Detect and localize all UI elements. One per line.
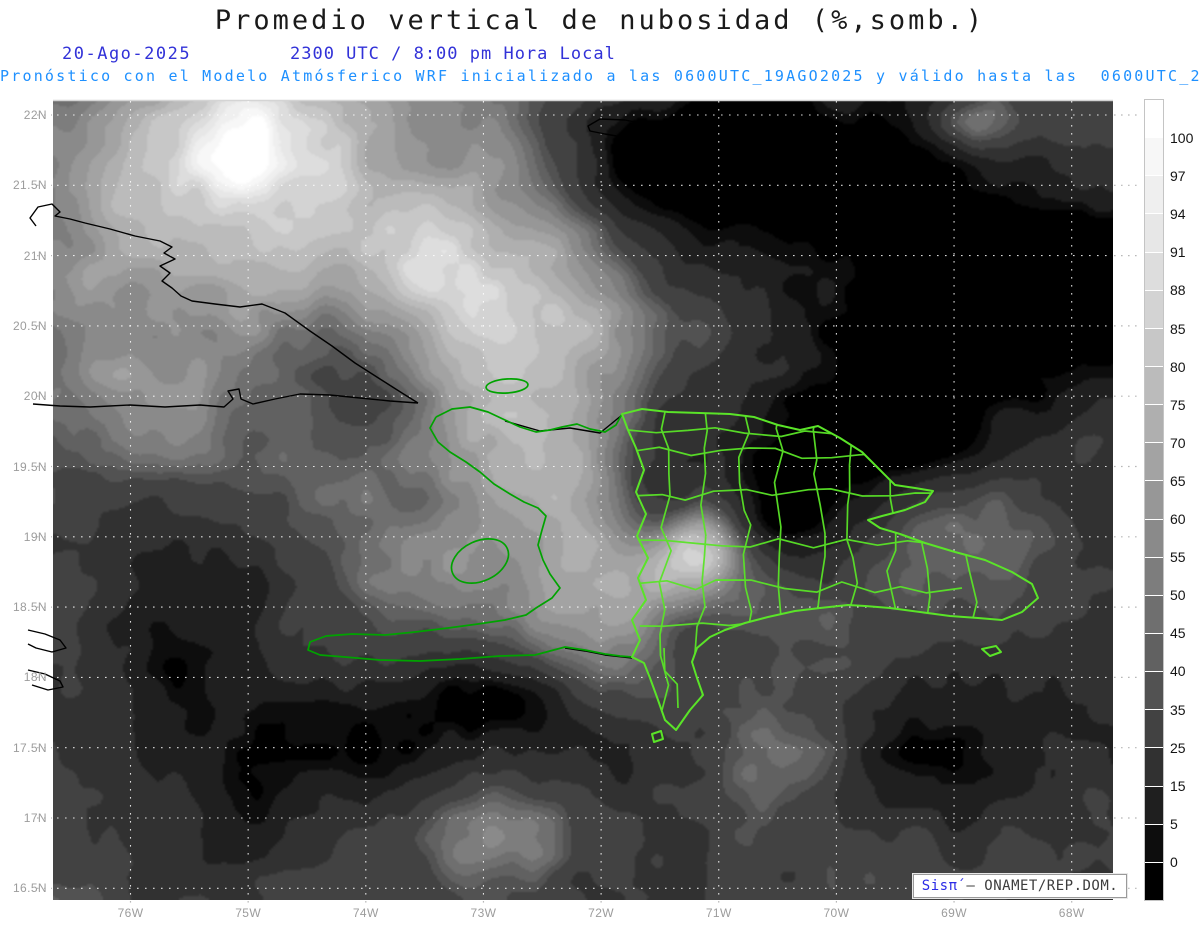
colorbar-tick-label: 45	[1170, 625, 1186, 642]
lat-tick-label: 19N	[23, 529, 47, 544]
colorbar-tick-label: 75	[1170, 396, 1186, 413]
colorbar-segment	[1145, 594, 1163, 633]
lat-tick-label: 22N	[23, 108, 47, 122]
colorbar-tick-label: 100	[1170, 130, 1194, 147]
cloud-percent-colorbar	[1144, 99, 1164, 901]
colorbar-segment	[1145, 251, 1163, 290]
lon-tick-label: 68W	[1058, 906, 1085, 920]
date-time-row: 20-Ago-2025 2300 UTC / 8:00 pm Hora Loca…	[0, 44, 1200, 66]
colorbar-segment	[1145, 175, 1163, 214]
lon-tick-label: 73W	[470, 906, 497, 920]
colorbar-tick-label: 50	[1170, 587, 1186, 604]
lat-tick-label: 19.5N	[12, 459, 47, 474]
lat-tick-label: 20.5N	[12, 318, 47, 333]
lat-tick-label: 21N	[23, 248, 47, 263]
colorbar-segment	[1145, 556, 1163, 595]
colorbar-tick-label: 35	[1170, 701, 1186, 718]
colorbar-segment	[1145, 404, 1163, 443]
lon-tick-label: 69W	[941, 906, 967, 920]
colorbar-tick-label: 85	[1170, 320, 1186, 337]
colorbar-segment	[1145, 632, 1163, 672]
colorbar-tick-label: 40	[1170, 663, 1186, 680]
watermark-box: Sisπ́ – ONAMET/REP.DOM.	[913, 874, 1127, 898]
colorbar-tick-label: 94	[1170, 206, 1186, 223]
watermark-org-name: – ONAMET/REP.DOM.	[957, 878, 1119, 894]
colorbar-segment	[1145, 823, 1163, 862]
lon-tick-label: 72W	[588, 906, 615, 920]
lat-tick-label: 16.5N	[12, 881, 47, 896]
colorbar-segment	[1145, 709, 1163, 748]
page-title: Promedio vertical de nubosidad (%,somb.)	[214, 5, 986, 36]
forecast-date: 20-Ago-2025	[62, 44, 192, 64]
colorbar-segment	[1145, 213, 1163, 252]
lon-tick-label: 74W	[352, 906, 379, 920]
lat-tick-label: 18.5N	[12, 600, 47, 615]
colorbar-segment	[1145, 747, 1163, 786]
colorbar-segment	[1145, 518, 1163, 557]
colorbar-segment	[1145, 365, 1163, 405]
colorbar-segment	[1145, 480, 1163, 519]
colorbar-tick-label: 91	[1170, 244, 1186, 261]
colorbar-tick-label: 88	[1170, 282, 1186, 299]
colorbar-tick-label: 15	[1170, 777, 1186, 794]
colorbar-segment	[1145, 861, 1163, 900]
colorbar-segment	[1145, 100, 1163, 138]
lon-tick-label: 70W	[823, 906, 850, 920]
colorbar-segment	[1145, 137, 1163, 176]
lon-tick-label: 75W	[235, 906, 262, 920]
watermark-app-name: Sisπ́	[921, 878, 958, 894]
colorbar-tick-label: 0	[1170, 853, 1178, 870]
forecast-time: 2300 UTC / 8:00 pm Hora Local	[290, 44, 616, 64]
colorbar-tick-label: 97	[1170, 168, 1186, 185]
colorbar-segment	[1145, 785, 1163, 824]
colorbar-segment	[1145, 327, 1163, 366]
lat-tick-label: 20N	[23, 389, 47, 404]
lon-tick-label: 76W	[117, 906, 144, 920]
colorbar-segment	[1145, 442, 1163, 481]
colorbar-tick-label: 65	[1170, 472, 1186, 489]
colorbar-tick-label: 5	[1170, 815, 1178, 832]
colorbar-tick-label: 25	[1170, 739, 1186, 756]
model-run-subtitle: Pronóstico con el Modelo Atmósferico WRF…	[0, 67, 1200, 85]
lat-tick-label: 17.5N	[12, 740, 47, 755]
colorbar-tick-label: 60	[1170, 511, 1186, 528]
colorbar-tick-label: 70	[1170, 434, 1186, 451]
colorbar-segment	[1145, 671, 1163, 710]
lat-tick-label: 17N	[23, 811, 47, 825]
lat-tick-label: 21.5N	[12, 178, 47, 193]
lat-tick-label: 18N	[23, 670, 47, 685]
colorbar-tick-label: 80	[1170, 358, 1186, 375]
colorbar-segment	[1145, 289, 1163, 328]
colorbar-tick-label: 55	[1170, 549, 1186, 566]
cloud-cover-field	[53, 100, 1113, 900]
lon-tick-label: 71W	[705, 906, 732, 920]
